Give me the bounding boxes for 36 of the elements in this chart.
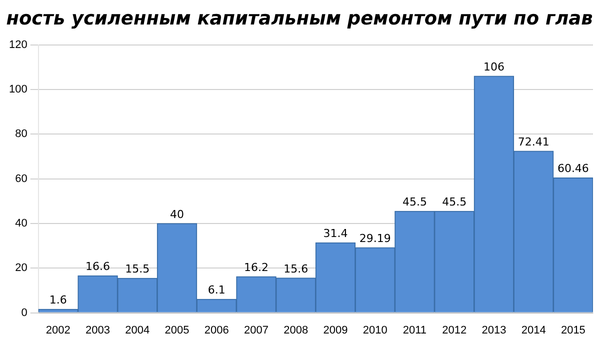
data-label: 1.6 [49, 294, 67, 307]
y-tick-label: 120 [8, 38, 28, 51]
x-tick-label: 2003 [86, 324, 110, 336]
x-tick-label: 2009 [323, 324, 348, 336]
data-label: 72.41 [518, 135, 550, 148]
data-label: 45.5 [402, 196, 427, 209]
y-tick-label: 80 [15, 128, 28, 140]
data-label: 15.6 [284, 262, 308, 276]
x-tick-label: 2013 [482, 324, 506, 336]
x-tick-label: 2011 [402, 324, 427, 336]
x-tick-label: 2014 [521, 324, 546, 336]
y-tick-label: 100 [8, 84, 28, 96]
data-label: 31.4 [323, 227, 348, 240]
data-label: 16.6 [86, 260, 110, 274]
y-tick-label: 20 [15, 262, 28, 274]
data-label: 6.1 [208, 284, 226, 297]
data-label: 29.19 [359, 232, 391, 245]
y-tick-label: 60 [15, 172, 28, 185]
x-tick-label: 2005 [164, 324, 190, 336]
y-tick-label: 0 [21, 306, 28, 319]
x-tick-label: 2007 [244, 324, 268, 336]
x-tick-label: 2004 [125, 324, 150, 336]
x-tick-label: 2010 [362, 324, 388, 336]
data-label: 16.2 [244, 260, 268, 274]
data-label: 60.46 [557, 162, 589, 176]
chart-title: ность усиленным капитальным ремонтом пути по глав [6, 8, 593, 30]
data-label: 45.5 [442, 196, 467, 209]
data-label: 15.5 [125, 262, 150, 276]
x-tick-label: 2015 [560, 324, 586, 336]
x-tick-label: 2006 [204, 324, 229, 336]
x-tick-label: 2008 [284, 324, 308, 336]
x-tick-label: 2002 [46, 324, 70, 336]
y-tick-label: 40 [15, 218, 28, 230]
data-label: 40 [170, 208, 184, 221]
x-tick-label: 2012 [442, 324, 467, 336]
data-label: 106 [483, 60, 504, 74]
